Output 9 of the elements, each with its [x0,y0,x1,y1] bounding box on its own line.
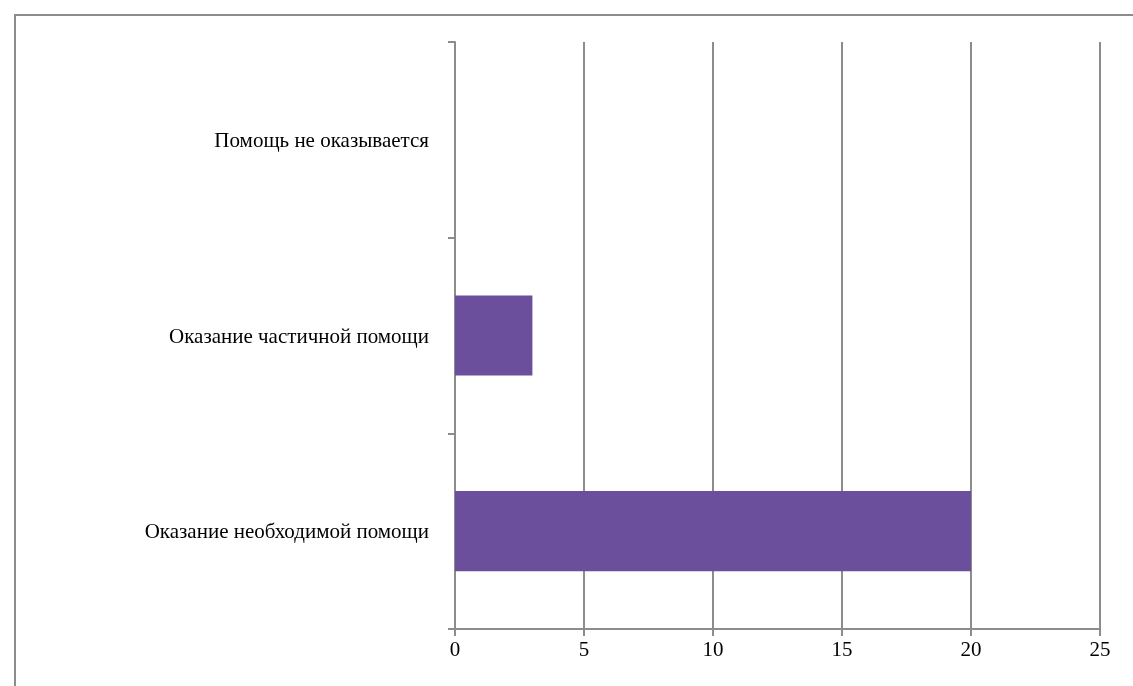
x-tick-label: 0 [449,636,461,661]
x-tick-label: 25 [1089,636,1111,661]
x-tick-label: 10 [702,636,724,661]
y-tick-label: Оказание необходимой помощи [144,519,429,544]
x-tick-label: 15 [831,636,853,661]
x-tick-label: 20 [960,636,982,661]
y-tick-label: Помощь не оказывается [214,127,430,152]
x-tick-label: 5 [578,636,590,661]
y-tick-label: Оказание частичной помощи [169,323,429,348]
